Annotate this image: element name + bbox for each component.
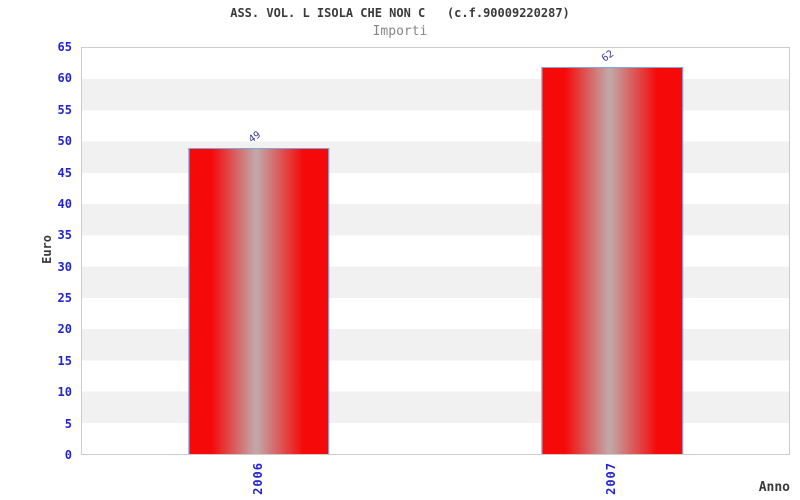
y-axis-title: Euro	[40, 235, 54, 264]
y-axis-tick-label: 25	[57, 291, 72, 306]
y-axis-tick-labels: 0 5 10 15 20 25 30 35 40 45 50 55 60 65	[0, 41, 72, 461]
x-axis-tick-label: 2006	[250, 462, 265, 495]
plot-area: 49 62	[81, 47, 790, 455]
bar-value-label: 62	[600, 48, 617, 65]
bar-2006	[188, 147, 330, 454]
y-axis-tick-label: 60	[57, 71, 72, 86]
y-axis-tick-label: 30	[57, 259, 72, 274]
y-axis-tick-label: 0	[64, 448, 72, 462]
chart-subtitle: Importi	[372, 24, 428, 39]
y-axis-tick-label: 35	[57, 228, 72, 243]
y-axis-tick-label: 40	[57, 196, 72, 211]
bar-value-label: 49	[246, 129, 263, 146]
y-axis-tick-label: 45	[57, 165, 72, 180]
x-axis-tick-labels: 2006 2007	[81, 456, 788, 500]
x-axis-title: Anno	[758, 480, 790, 495]
y-axis-tick-label: 15	[57, 353, 72, 368]
y-axis-tick-label: 55	[57, 102, 72, 117]
x-axis-tick-label: 2007	[604, 462, 619, 495]
y-axis-tick-label: 5	[64, 416, 72, 431]
y-axis-tick-label: 20	[57, 322, 72, 337]
bar-2007	[541, 66, 683, 454]
y-axis-tick-label: 10	[57, 385, 72, 400]
chart-title: ASS. VOL. L ISOLA CHE NON C (c.f.9000922…	[230, 6, 570, 20]
y-axis-tick-label: 65	[57, 40, 72, 54]
y-axis-tick-label: 50	[57, 134, 72, 149]
